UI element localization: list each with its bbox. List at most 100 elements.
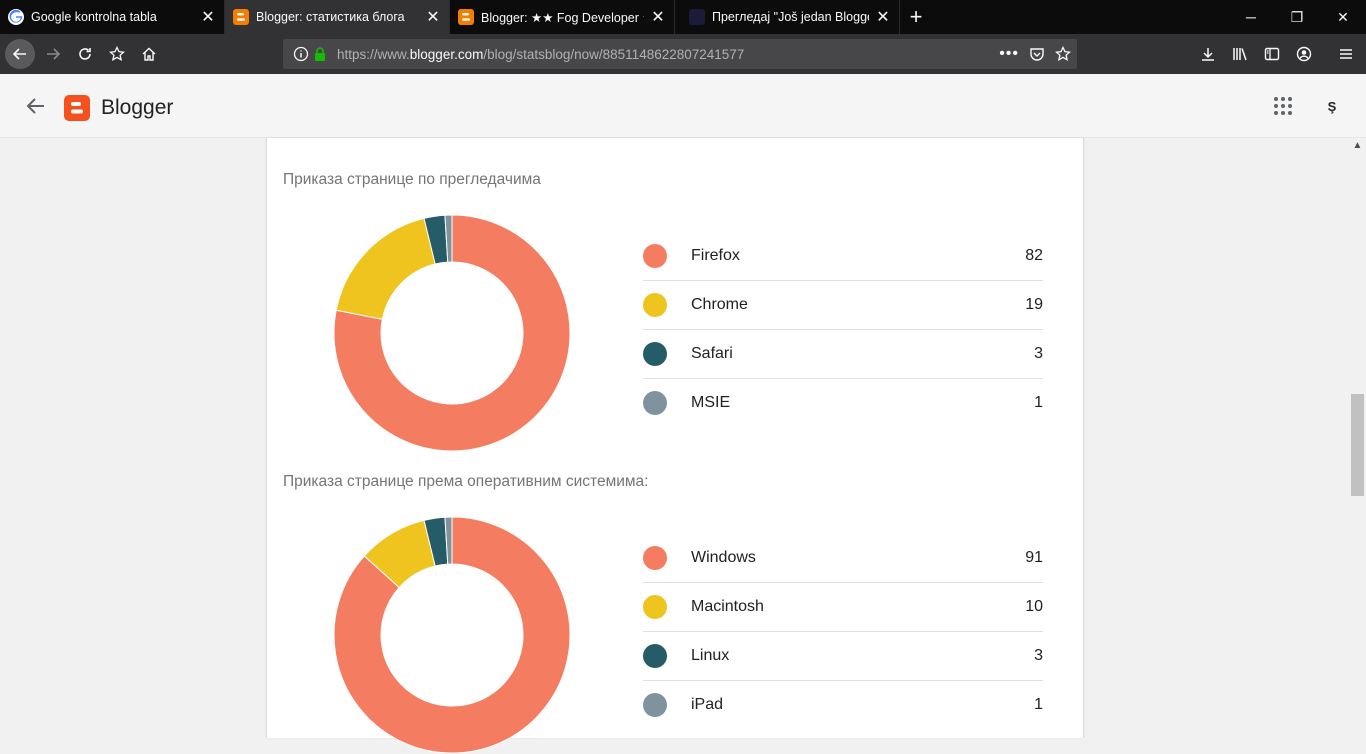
tab-title: Blogger: ★★ Fog Developer ★★: [481, 10, 644, 25]
legend-value: 3: [1034, 345, 1043, 362]
home-icon: [142, 47, 156, 61]
legend-row-msie: MSIE 1: [643, 379, 1043, 428]
legend-dot: [643, 391, 667, 415]
tab-title: Google kontrolna tabla: [31, 10, 157, 24]
os-donut-chart: [333, 516, 571, 754]
arrow-left-icon: [26, 98, 44, 114]
new-tab-button[interactable]: +: [909, 4, 923, 29]
legend-row-ipad: iPad 1: [643, 681, 1043, 730]
app-title: Blogger: [101, 96, 174, 119]
home-button[interactable]: [133, 38, 165, 70]
legend-dot: [643, 693, 667, 717]
menu-button[interactable]: [1330, 38, 1362, 70]
legend-dot: [643, 595, 667, 619]
library-icon: [1233, 48, 1247, 61]
reload-button[interactable]: [69, 38, 101, 70]
reload-icon: [79, 48, 91, 60]
scroll-up-icon[interactable]: ▲: [1352, 140, 1363, 151]
blogger-icon: [71, 102, 83, 114]
legend-label: Macintosh: [691, 598, 764, 615]
legend-label: Chrome: [691, 296, 748, 313]
browsers-legend: Firefox 82 Chrome 19 Safari 3 MSIE 1: [643, 232, 1043, 428]
url-host: blogger.com: [409, 46, 484, 62]
hamburger-menu-icon: [1340, 49, 1352, 59]
legend-value: 10: [1025, 598, 1043, 615]
blogger-header: Blogger Ş: [0, 74, 1366, 138]
legend-row-firefox: Firefox 82: [643, 232, 1043, 281]
os-section-title: Приказа странице према оперативним систе…: [283, 473, 649, 490]
close-tab-icon[interactable]: ✕: [876, 9, 890, 26]
apps-grid-icon: [1274, 97, 1292, 115]
legend-value: 82: [1025, 247, 1043, 264]
browser-tab-blogger-stats[interactable]: Blogger: статистика блога ✕: [225, 0, 450, 34]
legend-row-windows: Windows 91: [643, 534, 1043, 583]
google-icon: [8, 9, 24, 25]
legend-label: iPad: [691, 696, 724, 713]
blogger-icon: [233, 9, 249, 25]
browser-tab-preview-blog[interactable]: Прегледај "Još jedan Blogger blog" ✕: [675, 0, 900, 34]
library-button[interactable]: [1224, 38, 1256, 70]
legend-dot: [643, 644, 667, 668]
legend-label: Windows: [691, 549, 756, 566]
bookmark-page-button[interactable]: [101, 38, 133, 70]
tab-title: Прегледај "Još jedan Blogger blog": [712, 10, 869, 24]
legend-row-chrome: Chrome 19: [643, 281, 1043, 330]
close-tab-icon[interactable]: ✕: [201, 9, 215, 26]
blogger-logo: [64, 95, 90, 121]
legend-label: Firefox: [691, 247, 740, 264]
page-scrollbar[interactable]: ▲: [1349, 138, 1366, 738]
browser-tab-fog-developer[interactable]: Blogger: ★★ Fog Developer ★★ ✕: [450, 0, 675, 34]
back-button[interactable]: [5, 39, 35, 69]
legend-value: 91: [1025, 549, 1043, 566]
url-path: /blog/statsblog/now/8851148622807241577: [483, 46, 745, 62]
back-arrow-button[interactable]: [24, 94, 48, 118]
minimize-icon[interactable]: ─: [1246, 9, 1256, 25]
star-icon: [109, 46, 125, 61]
info-icon[interactable]: [293, 46, 309, 62]
pocket-icon[interactable]: [1029, 46, 1045, 62]
close-tab-icon[interactable]: ✕: [651, 9, 665, 26]
restore-icon[interactable]: ❐: [1290, 8, 1304, 25]
blogger-icon: [458, 9, 474, 25]
page-actions-icon[interactable]: •••: [999, 45, 1019, 62]
toolbar-right: [1192, 34, 1366, 74]
legend-label: Safari: [691, 345, 733, 362]
close-window-icon[interactable]: ✕: [1337, 8, 1349, 25]
scrollbar-thumb[interactable]: [1351, 394, 1364, 496]
account-button[interactable]: [1288, 38, 1320, 70]
navigation-toolbar: https://www. blogger.com/blog/statsblog/n…: [0, 34, 1366, 74]
blogger-dark-icon: [689, 9, 705, 25]
star-icon[interactable]: [1055, 46, 1071, 62]
legend-dot: [643, 293, 667, 317]
legend-row-linux: Linux 3: [643, 632, 1043, 681]
account-icon: [1296, 46, 1312, 62]
apps-grid-button[interactable]: [1273, 96, 1293, 116]
downloads-button[interactable]: [1192, 38, 1224, 70]
legend-dot: [643, 342, 667, 366]
donut-slice-msie: [444, 214, 453, 263]
close-tab-icon[interactable]: ✕: [426, 9, 440, 26]
stats-card: Приказа странице по прегледачима Firefox…: [266, 138, 1084, 754]
legend-value: 3: [1034, 647, 1043, 664]
legend-value: 1: [1034, 696, 1043, 713]
account-avatar[interactable]: Ş: [1327, 98, 1337, 114]
browser-tab-strip: Google kontrolna tabla ✕ Blogger: статис…: [0, 0, 1366, 34]
lock-icon: [315, 47, 325, 61]
browsers-section-title: Приказа странице по прегледачима: [283, 171, 541, 188]
sidebar-button[interactable]: [1256, 38, 1288, 70]
tab-title: Blogger: статистика блога: [256, 10, 405, 24]
legend-row-safari: Safari 3: [643, 330, 1043, 379]
address-bar[interactable]: https://www. blogger.com/blog/statsblog/n…: [283, 39, 1077, 69]
legend-label: Linux: [691, 647, 730, 664]
window-controls: ─ ❐ ✕: [1228, 0, 1366, 34]
arrow-left-icon: [12, 48, 26, 60]
forward-button[interactable]: [37, 38, 69, 70]
browser-tab-google-dashboard[interactable]: Google kontrolna tabla ✕: [0, 0, 225, 34]
donut-slice-ipad: [444, 516, 453, 565]
browsers-donut-chart: [333, 214, 571, 452]
arrow-right-icon: [47, 48, 61, 60]
donut-slice-firefox: [333, 214, 571, 452]
sidebar-icon: [1264, 47, 1280, 61]
legend-dot: [643, 546, 667, 570]
legend-dot: [643, 244, 667, 268]
